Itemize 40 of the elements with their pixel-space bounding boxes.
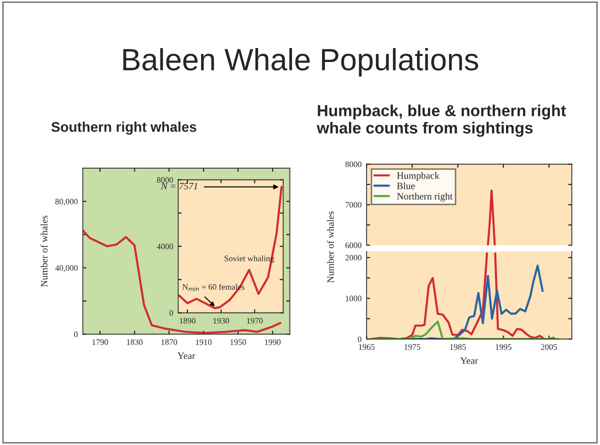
legend-label: Humpback	[397, 172, 440, 181]
chart-title: Baleen Whale Populations	[123, 48, 478, 77]
y-tick-label: 2000	[345, 254, 362, 261]
x-tick-label: 1830	[126, 339, 143, 345]
y-tick-label: 0	[358, 336, 362, 342]
y-tick-label: 8000	[345, 162, 362, 168]
y-tick-label: 6000	[345, 242, 362, 248]
y-tick-label: 0	[169, 310, 174, 316]
chart-subtitle: Southern right whales	[51, 122, 196, 135]
x-tick-label: 1910	[196, 339, 212, 345]
chart-title: Humpback, blue & northern right whale counts from sightings	[316, 104, 566, 137]
annotation: N = 7571	[160, 182, 198, 190]
y-tick-label: 40,000	[55, 265, 78, 272]
x-tick-label: 1970	[247, 318, 263, 324]
x-tick-label: 1890	[180, 318, 196, 324]
line-series	[370, 320, 560, 340]
x-tick-label: 1790	[92, 339, 108, 345]
x-tick-label: 1965	[359, 344, 375, 350]
y-tick-label: 7000	[346, 202, 362, 208]
x-tick-label: 1870	[161, 339, 178, 345]
y-tick-label: 0	[74, 332, 78, 338]
y-axis-title: Number of whales	[326, 211, 334, 283]
y-tick-label: 1000	[346, 296, 362, 302]
x-tick-label: 1975	[404, 344, 420, 350]
y-axis-title: Number of whales	[40, 216, 48, 287]
x-tick-label: 1995	[496, 344, 512, 350]
y-tick-label: 8000	[156, 177, 174, 183]
line-series	[486, 189, 496, 246]
line-series	[82, 229, 282, 334]
x-tick-label: 1990	[264, 339, 281, 345]
y-tick-label: 4000	[156, 244, 174, 250]
y-tick-label: 80,000	[55, 198, 78, 206]
x-axis-title: Year	[177, 352, 196, 360]
x-tick-label: 1930	[213, 318, 230, 324]
legend-label: Northern right	[397, 192, 453, 202]
x-tick-label: 2005	[541, 344, 558, 350]
x-tick-label: 1985	[450, 344, 466, 350]
x-axis-title: Year	[460, 357, 478, 364]
x-tick-label: 1950	[230, 339, 246, 345]
legend-label: Blue	[397, 182, 415, 190]
